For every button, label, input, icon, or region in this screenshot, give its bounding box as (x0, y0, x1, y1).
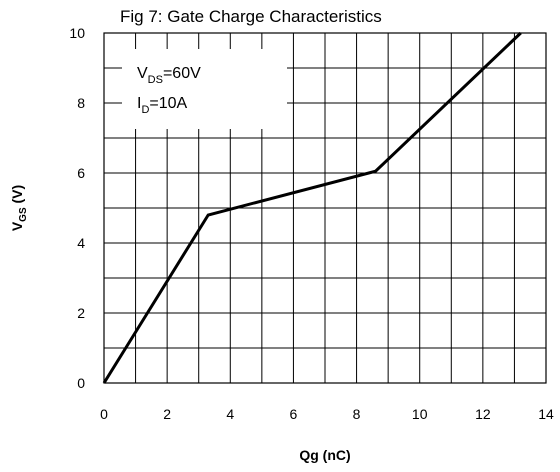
chart-title: Fig 7: Gate Charge Characteristics (120, 7, 382, 26)
x-tick-label: 6 (290, 406, 298, 422)
x-axis-label: Qg (nC) (299, 447, 350, 463)
annotation-box (122, 49, 287, 129)
series-line-0 (102, 31, 522, 384)
x-tick-label: 12 (475, 406, 491, 422)
y-tick-label: 4 (77, 235, 85, 251)
y-tick-label: 10 (69, 25, 85, 41)
plot-frame (103, 32, 547, 384)
series-layer (102, 31, 522, 384)
y-axis-label-text: VGS (V) (9, 185, 29, 231)
x-tick-label: 10 (412, 406, 428, 422)
annotation-text: ID=10A (137, 95, 188, 116)
y-tick-label: 6 (77, 165, 85, 181)
y-tick-label: 8 (77, 95, 85, 111)
y-axis-label: VGS (V) (9, 185, 29, 231)
x-tick-label: 8 (353, 406, 361, 422)
annotation-text: VDS=60V (137, 65, 201, 86)
grid (104, 33, 546, 383)
y-tick-label: 0 (77, 375, 85, 391)
x-tick-label: 2 (163, 406, 171, 422)
annotations: VDS=60V ID=10A (137, 65, 201, 116)
x-tick-label: 0 (100, 406, 108, 422)
x-tick-label: 14 (538, 406, 554, 422)
y-tick-label: 2 (77, 305, 85, 321)
tick-labels: 0 2 4 6 8 10 12 14 0 2 4 6 8 10 (69, 25, 554, 422)
x-tick-label: 4 (226, 406, 234, 422)
